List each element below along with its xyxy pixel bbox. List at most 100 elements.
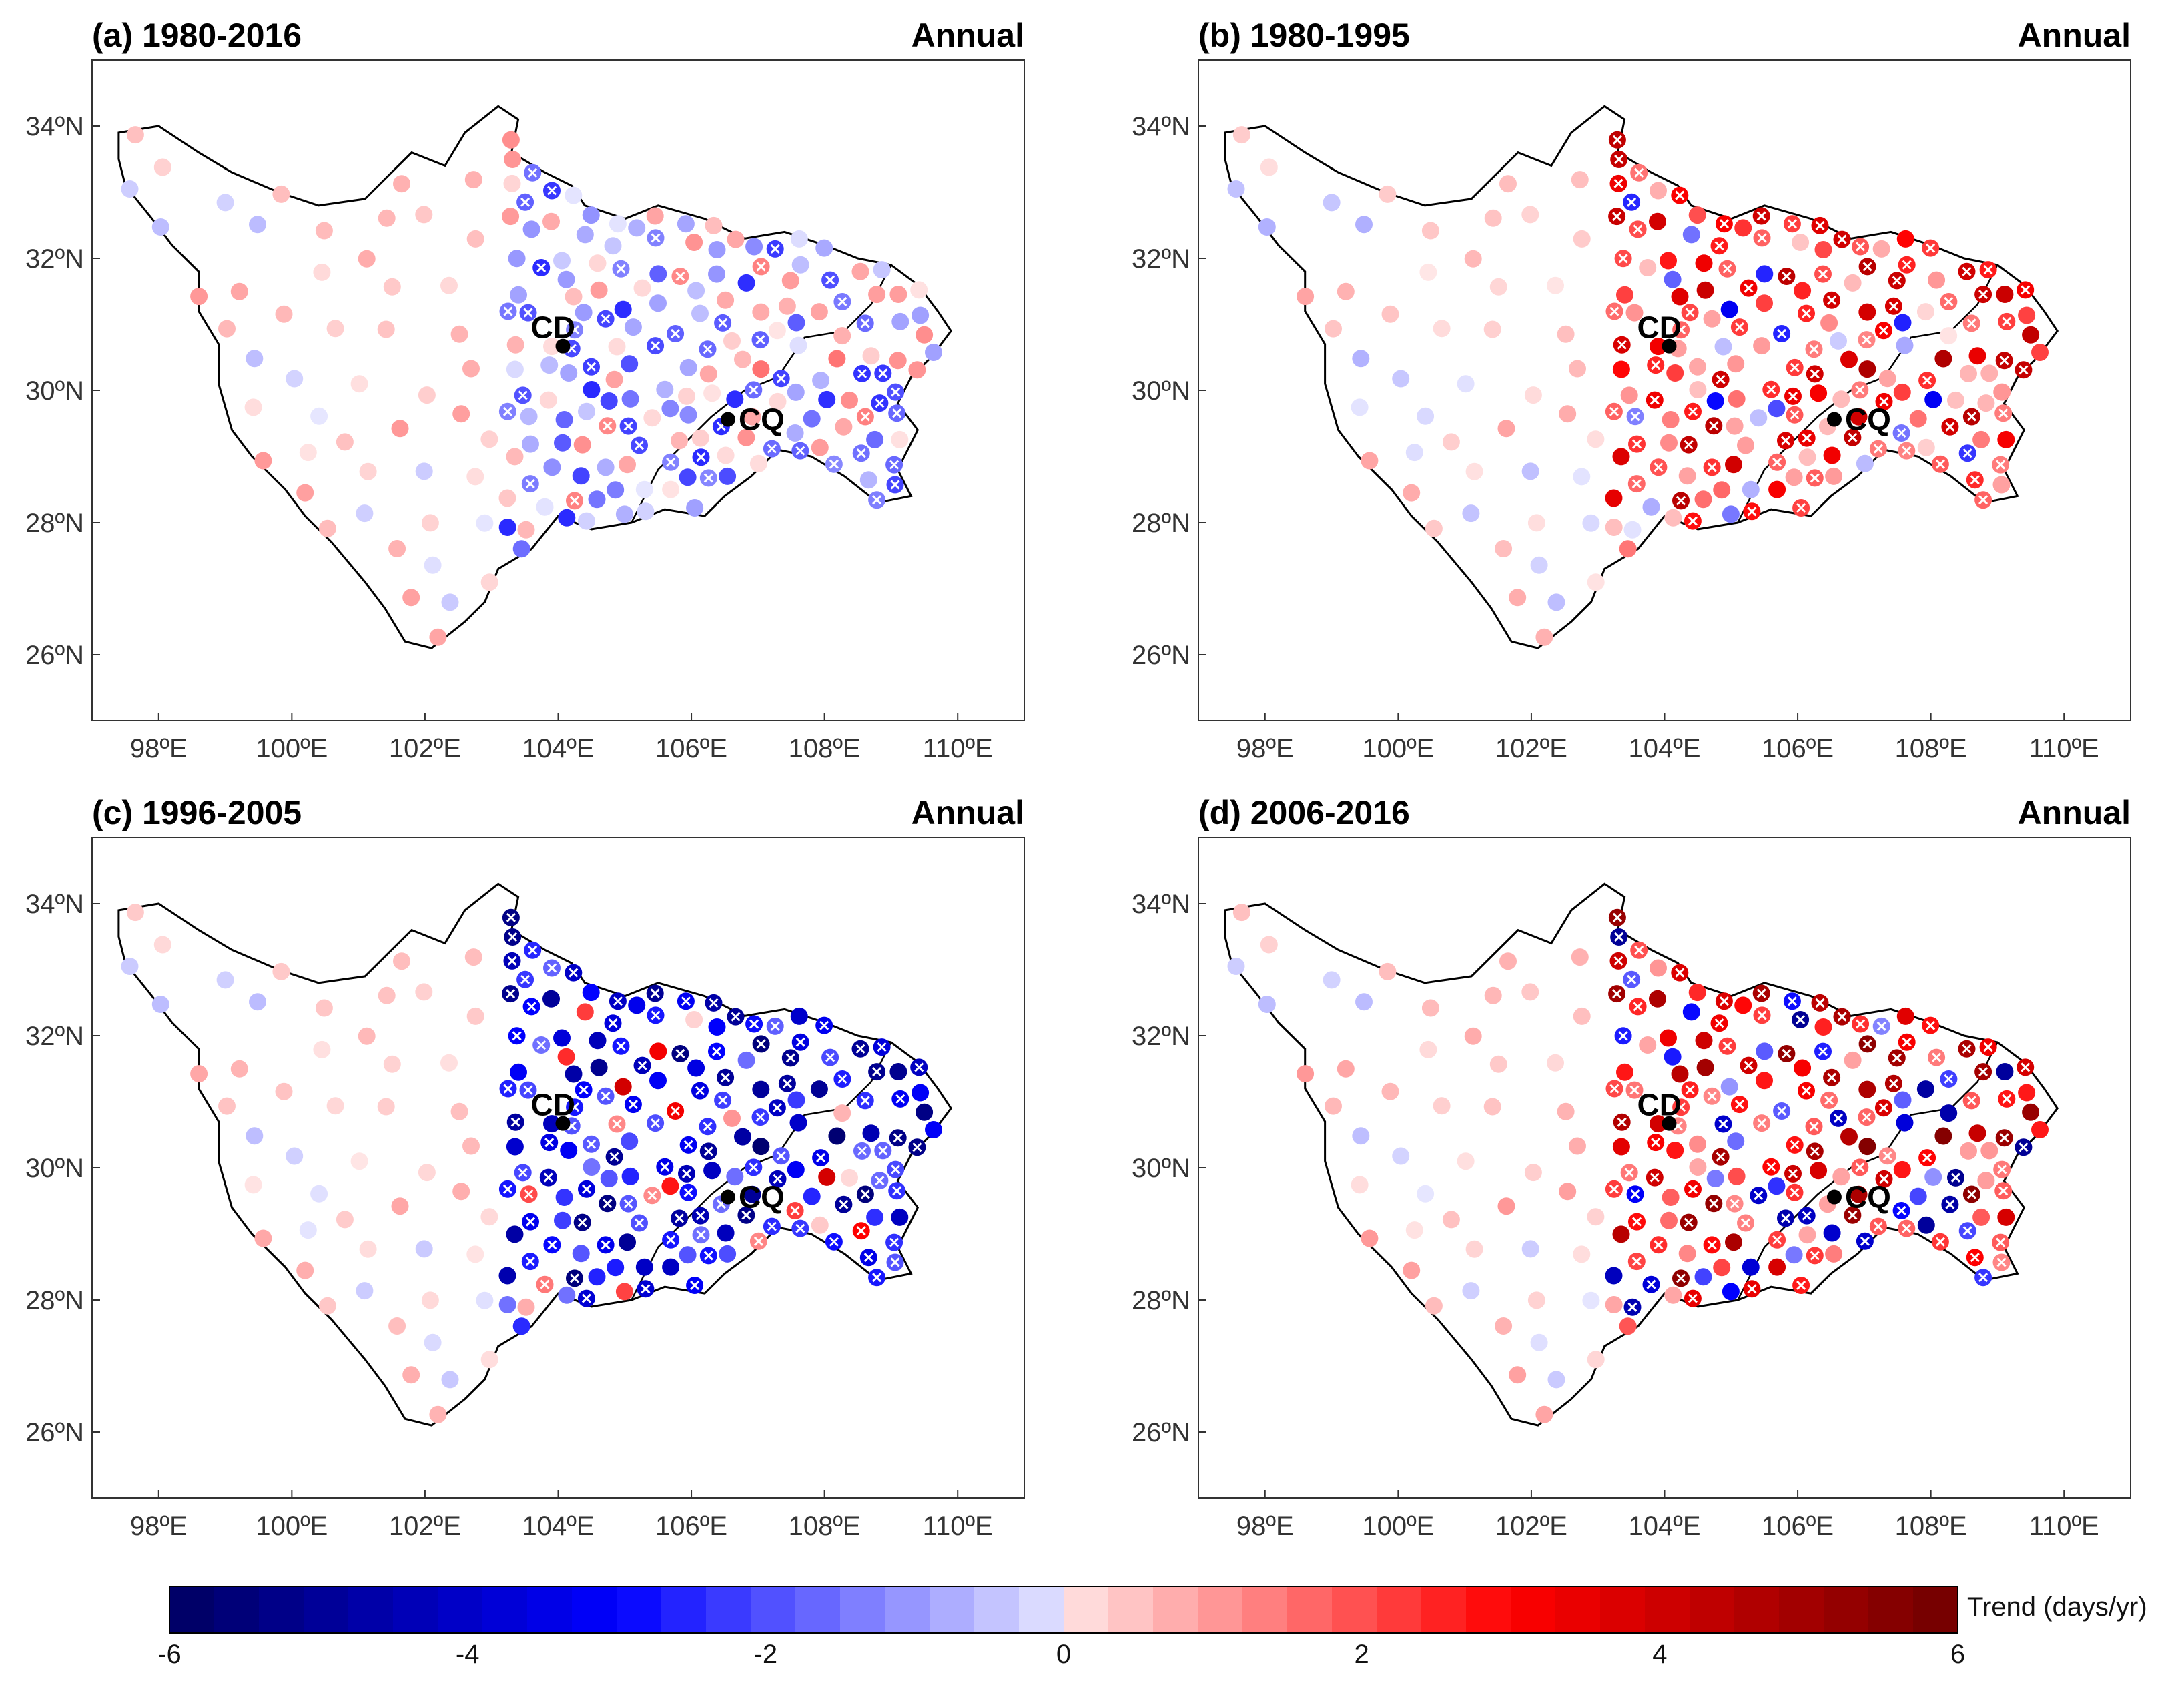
significance-cross (1719, 219, 1729, 229)
station-marker (378, 209, 396, 227)
station-marker (1524, 386, 1542, 404)
station-marker (553, 1029, 571, 1047)
significance-cross (695, 1086, 705, 1096)
station-marker (1977, 1172, 1995, 1190)
station-marker (555, 1189, 573, 1206)
significance-cross (1999, 1133, 2009, 1143)
significance-cross (507, 956, 517, 966)
station-marker (1785, 1246, 1803, 1264)
station-marker (452, 405, 470, 423)
significance-cross (1996, 1237, 2006, 1247)
station-marker (1734, 996, 1752, 1014)
significance-cross (2021, 285, 2031, 295)
significance-cross (1862, 1039, 1872, 1049)
station-marker (661, 400, 679, 418)
significance-cross (1772, 1235, 1782, 1245)
station-marker (336, 1211, 354, 1229)
station-marker (558, 509, 576, 527)
station-marker (1297, 288, 1315, 306)
station-marker (415, 983, 433, 1001)
station-marker (916, 1103, 934, 1121)
station-marker (1689, 358, 1706, 376)
station-marker (1832, 1168, 1850, 1186)
station-marker (1499, 952, 1517, 970)
station-marker (719, 467, 737, 485)
station-marker (543, 338, 561, 356)
significance-cross (1966, 1096, 1976, 1106)
significance-cross (623, 421, 633, 431)
city-marker (1826, 412, 1842, 427)
station-marker (590, 1058, 608, 1076)
map-panel-c: CD CQ (c) 1996-2005 Annual 98ºE 100ºE 102ºE 104… (25, 794, 1025, 1541)
station-marker (656, 380, 674, 398)
significance-cross (1855, 385, 1865, 395)
station-marker (679, 358, 697, 376)
significance-cross (1888, 1078, 1899, 1088)
significance-cross (1802, 433, 1812, 443)
station-marker (1605, 1267, 1623, 1285)
significance-cross (612, 1119, 622, 1129)
station-marker (249, 216, 266, 234)
significance-cross (1787, 996, 1798, 1006)
significance-cross (586, 1139, 597, 1149)
station-marker (734, 1128, 751, 1146)
significance-cross (753, 1236, 763, 1246)
station-marker (687, 282, 705, 300)
significance-cross (829, 1237, 839, 1247)
station-marker (565, 1065, 583, 1083)
significance-cross (1962, 448, 1972, 458)
significance-cross (711, 1046, 722, 1056)
station-marker (502, 131, 520, 149)
station-marker (1909, 410, 1927, 428)
significance-cross (1809, 1122, 1819, 1132)
significance-cross (650, 988, 660, 998)
station-marker (1678, 1245, 1696, 1263)
station-marker (1497, 420, 1515, 438)
significance-cross (536, 1040, 547, 1050)
station-marker (1421, 222, 1439, 240)
significance-cross (1614, 154, 1624, 165)
station-marker (1792, 234, 1810, 251)
station-marker (1530, 556, 1548, 574)
lat-tick-label: 28ºN (25, 1286, 84, 1315)
station-marker (628, 219, 646, 237)
station-marker (1666, 1142, 1684, 1159)
colorbar-swatch (1645, 1586, 1690, 1633)
significance-cross (506, 912, 516, 922)
station-marker (1980, 364, 1998, 382)
significance-cross (1978, 495, 1988, 505)
significance-cross (666, 1235, 676, 1245)
station-marker (781, 272, 799, 290)
station-marker (649, 1042, 667, 1060)
significance-cross (1882, 1151, 1892, 1161)
station-marker (230, 1060, 248, 1078)
significance-cross (1617, 1117, 1627, 1127)
station-marker (554, 434, 571, 452)
station-marker (512, 540, 530, 558)
significance-cross (872, 495, 882, 505)
significance-cross (1902, 1223, 1912, 1233)
station-marker (558, 1286, 576, 1304)
station-marker (685, 1011, 703, 1028)
significance-cross (756, 262, 766, 272)
station-marker (522, 435, 539, 453)
significance-cross (525, 479, 535, 489)
significance-cross (628, 1099, 638, 1110)
significance-cross (1848, 432, 1858, 442)
station-marker (415, 1240, 433, 1258)
station-marker (1694, 1268, 1712, 1286)
station-marker (1465, 462, 1483, 480)
significance-cross (1654, 1240, 1664, 1250)
significance-cross (872, 1273, 882, 1283)
station-marker (791, 256, 809, 274)
colorbar-swatch (840, 1586, 885, 1633)
station-marker (1695, 1032, 1713, 1050)
station-marker (1612, 448, 1630, 466)
city-label: CQ (1845, 1180, 1891, 1215)
lon-tick-label: 106ºE (1762, 1511, 1834, 1541)
station-marker (356, 1282, 374, 1300)
station-marker (1559, 405, 1577, 423)
station-marker (1379, 962, 1397, 980)
significance-cross (1873, 1221, 1883, 1231)
